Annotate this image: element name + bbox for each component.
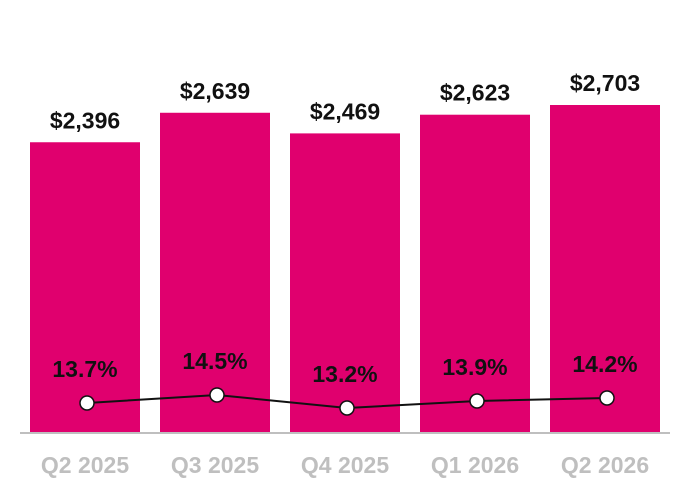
bar-value-label: $2,623 xyxy=(440,80,510,106)
margin-line-group: 13.7% 14.5% 13.2% 13.9% 14.2% xyxy=(52,348,638,416)
bar-value-label: $2,469 xyxy=(310,98,380,124)
bar-value-label: $2,396 xyxy=(50,107,120,133)
margin-point xyxy=(339,400,355,416)
bar-value-label: $2,703 xyxy=(570,70,640,96)
margin-label: 13.7% xyxy=(52,356,117,382)
margin-point xyxy=(599,390,615,406)
bar-q2-2025 xyxy=(30,142,140,433)
x-tick-label: Q2 2025 xyxy=(41,452,129,478)
bar-q1-2026 xyxy=(420,114,530,433)
margin-label: 13.2% xyxy=(312,361,377,387)
bars-group xyxy=(30,105,660,434)
margin-point xyxy=(469,393,485,409)
bar-q2-2026 xyxy=(550,105,660,433)
margin-label: 14.2% xyxy=(572,351,637,377)
x-tick-label: Q4 2025 xyxy=(301,452,389,478)
x-tick-label: Q3 2025 xyxy=(171,452,259,478)
margin-point xyxy=(209,387,225,403)
bar-q3-2025 xyxy=(160,112,270,434)
bar-q4-2025 xyxy=(290,133,400,433)
x-tick-label: Q1 2026 xyxy=(431,452,519,478)
bar-value-labels: $2,396 $2,639 $2,469 $2,623 $2,703 xyxy=(50,70,640,133)
x-tick-labels: Q2 2025 Q3 2025 Q4 2025 Q1 2026 Q2 2026 xyxy=(41,452,649,478)
margin-point xyxy=(79,395,95,411)
margin-label: 13.9% xyxy=(442,354,507,380)
bar-value-label: $2,639 xyxy=(180,78,250,104)
margin-label: 14.5% xyxy=(182,348,247,374)
x-tick-label: Q2 2026 xyxy=(561,452,649,478)
